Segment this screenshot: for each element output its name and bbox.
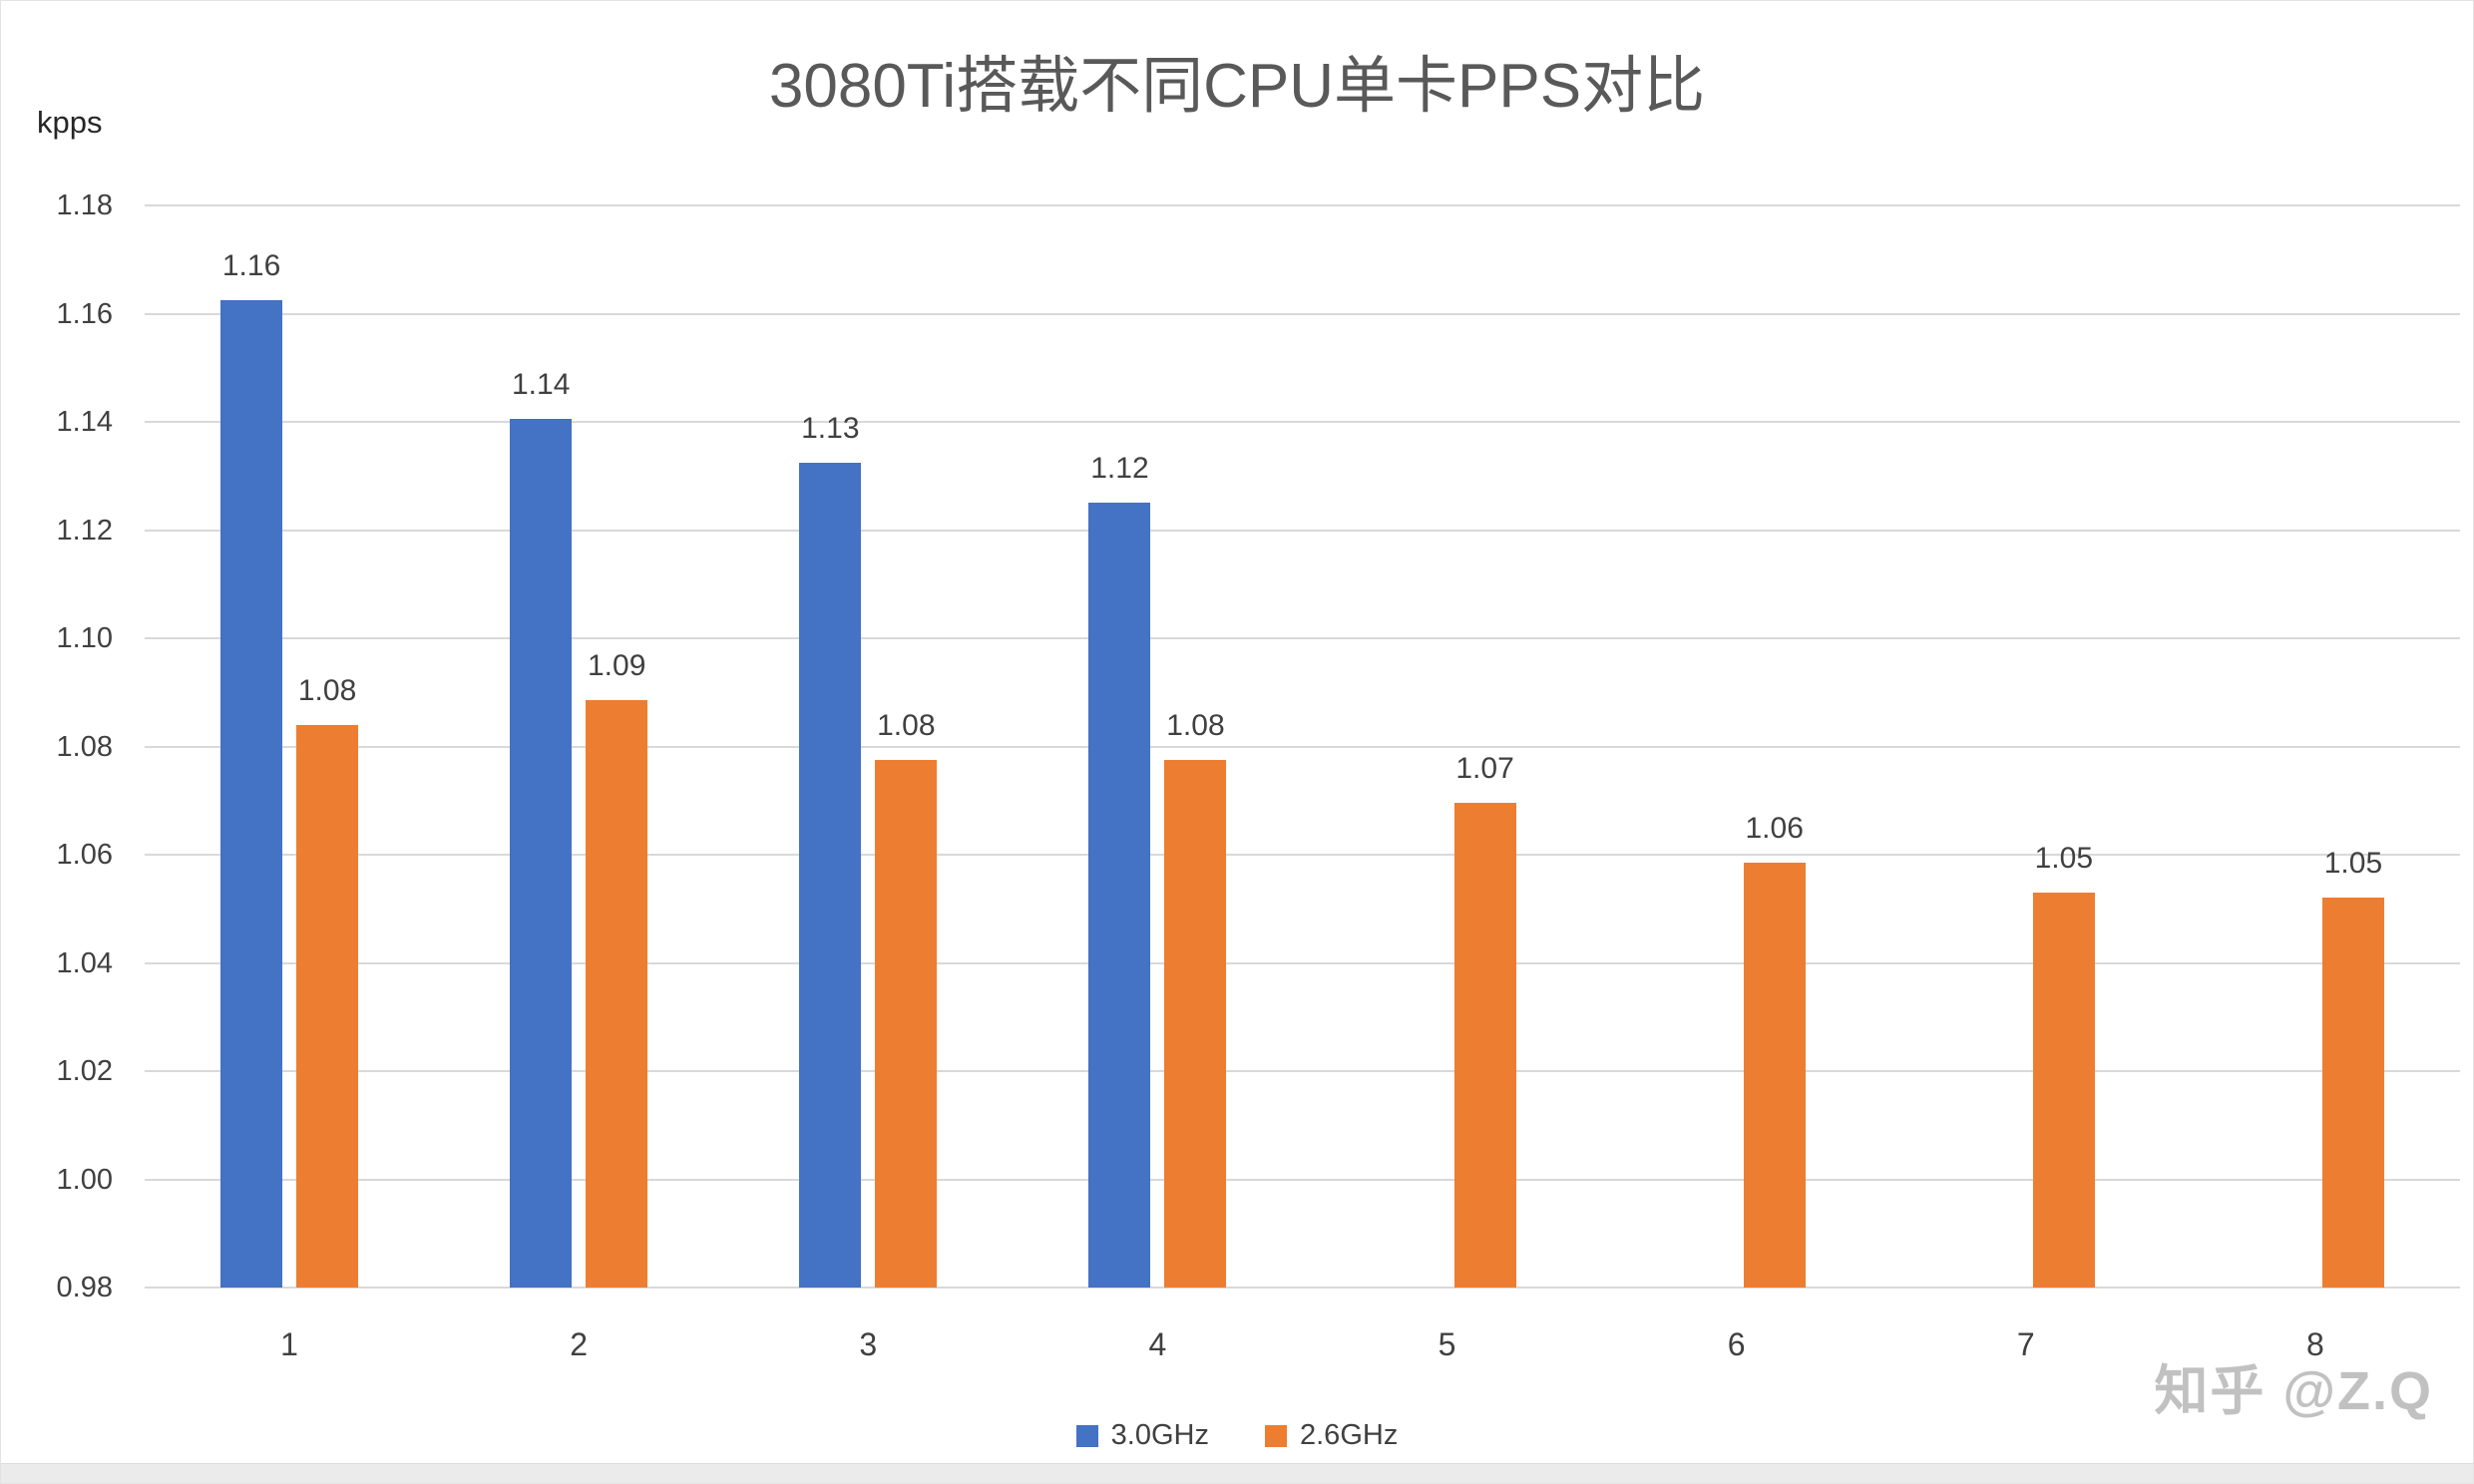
gridline <box>145 1287 2460 1289</box>
x-tick-label: 3 <box>859 1326 878 1362</box>
bottom-strip <box>1 1463 2473 1483</box>
bar-3.0GHz-cat4 <box>1088 503 1151 1288</box>
y-tick-label: 1.16 <box>56 297 113 330</box>
legend-swatch <box>1265 1424 1287 1447</box>
y-tick-label: 1.06 <box>56 839 113 871</box>
y-tick-label: 1.18 <box>56 189 113 221</box>
bar-2.6GHz-cat7 <box>2032 892 2095 1288</box>
y-tick-label: 1.00 <box>56 1163 113 1196</box>
gridline <box>145 312 2460 315</box>
gridline <box>145 529 2460 532</box>
legend-label: 2.6GHz <box>1300 1419 1399 1451</box>
y-tick-label: 1.12 <box>56 514 113 547</box>
y-tick-label: 1.02 <box>56 1055 113 1087</box>
legend-label: 3.0GHz <box>1110 1419 1209 1451</box>
y-tick-label: 0.98 <box>56 1272 113 1303</box>
bar-2.6GHz-cat1 <box>296 724 359 1288</box>
x-tick-label: 8 <box>2306 1326 2324 1362</box>
bar-2.6GHz-cat2 <box>586 700 648 1288</box>
bar-2.6GHz-cat3 <box>875 760 938 1288</box>
x-tick-label: 2 <box>570 1326 589 1362</box>
gridline <box>145 204 2460 206</box>
bar-value-label: 1.12 <box>1090 452 1149 486</box>
gridline <box>145 854 2460 856</box>
bar-2.6GHz-cat6 <box>1743 863 1806 1288</box>
bar-value-label: 1.14 <box>511 368 571 402</box>
x-tick-label: 1 <box>280 1326 298 1362</box>
bar-value-label: 1.05 <box>2323 847 2383 881</box>
gridline <box>145 421 2460 423</box>
x-tick-label: 6 <box>1727 1326 1746 1362</box>
gridline <box>145 637 2460 639</box>
gridline <box>145 961 2460 964</box>
bar-value-label: 1.08 <box>877 709 936 743</box>
x-tick-label: 7 <box>2016 1326 2035 1362</box>
y-tick-label: 1.14 <box>56 406 113 438</box>
legend: 3.0GHz 2.6GHz <box>1 1419 2473 1452</box>
gridline <box>145 1070 2460 1072</box>
legend-item-2.6GHz: 2.6GHz <box>1265 1419 1398 1452</box>
y-tick-label: 1.10 <box>56 622 113 654</box>
legend-item-3.0GHz: 3.0GHz <box>1075 1419 1209 1452</box>
bar-value-label: 1.13 <box>801 411 860 445</box>
bar-value-label: 1.07 <box>1455 752 1514 786</box>
chart-title: 3080Ti搭载不同CPU单卡PPS对比 <box>768 52 1706 121</box>
bar-value-label: 1.06 <box>1745 812 1804 846</box>
y-tick-label: 1.04 <box>56 946 113 979</box>
bar-value-label: 1.08 <box>1166 709 1225 743</box>
bar-3.0GHz-cat1 <box>220 299 283 1288</box>
y-axis-unit-label: kpps <box>37 105 103 140</box>
bar-3.0GHz-cat3 <box>799 462 862 1288</box>
gridline <box>145 1178 2460 1181</box>
watermark: 知乎 @Z.Q <box>2154 1361 2433 1421</box>
bar-3.0GHz-cat2 <box>510 419 573 1288</box>
bar-value-label: 1.09 <box>587 649 646 683</box>
bar-value-label: 1.05 <box>2034 841 2093 875</box>
x-tick-label: 5 <box>1438 1326 1456 1362</box>
y-tick-label: 1.08 <box>56 730 113 763</box>
legend-swatch <box>1075 1424 1098 1447</box>
bar-2.6GHz-cat8 <box>2321 898 2384 1288</box>
bar-2.6GHz-cat5 <box>1453 803 1516 1288</box>
bar-value-label: 1.08 <box>297 673 357 707</box>
x-tick-label: 4 <box>1148 1326 1167 1362</box>
bar-2.6GHz-cat4 <box>1164 760 1227 1288</box>
gridline <box>145 745 2460 748</box>
bar-value-label: 1.16 <box>221 248 281 282</box>
